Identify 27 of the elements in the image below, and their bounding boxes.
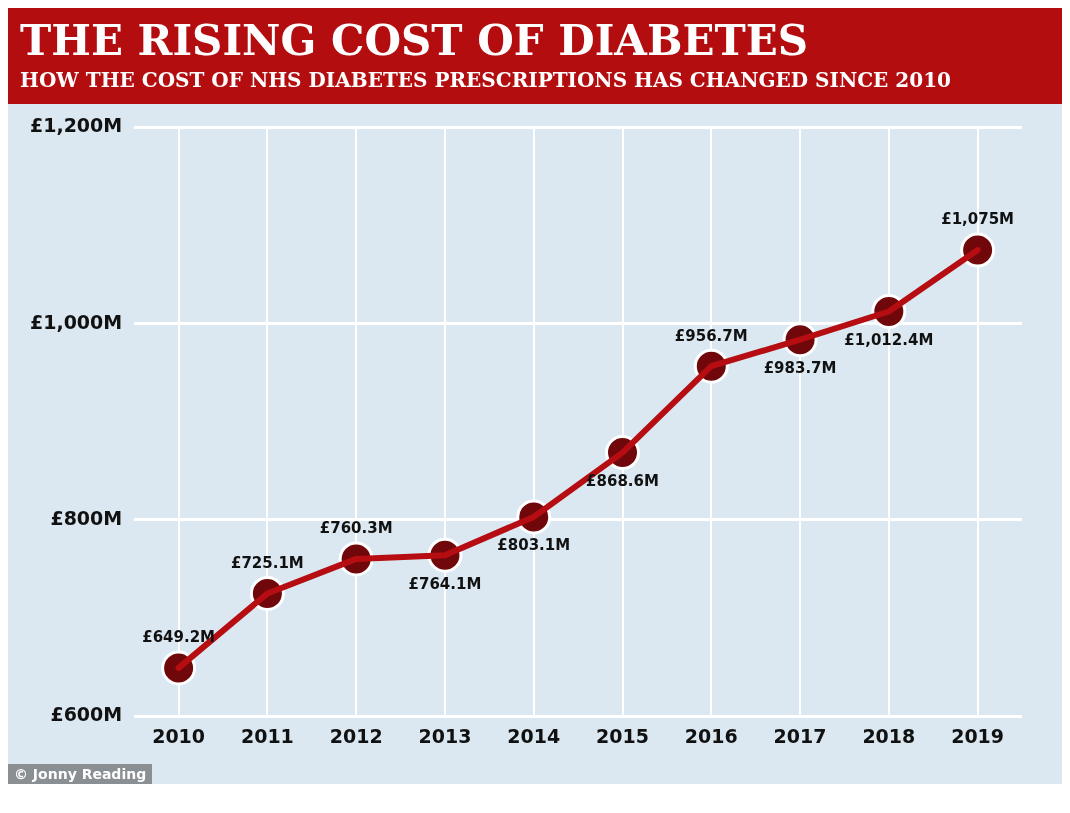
data-label: £803.1M <box>497 536 571 555</box>
data-label: £760.3M <box>319 519 393 538</box>
data-label: £1,012.4M <box>844 330 934 349</box>
text: © Jonny Reading <box>8 764 153 784</box>
x-tick-label: 2014 <box>507 724 561 747</box>
x-tick-label: 2015 <box>596 724 649 747</box>
data-label: £1,075M <box>941 210 1015 229</box>
chart-title: THE RISING COST OF DIABETES <box>20 16 809 66</box>
x-tick-label: 2018 <box>862 724 916 747</box>
data-label: £649.2M <box>142 628 216 647</box>
data-label: £725.1M <box>230 553 304 572</box>
x-tick-label: 2019 <box>951 724 1005 747</box>
data-label: £764.1M <box>408 574 482 593</box>
data-label: £868.6M <box>586 472 659 490</box>
y-tick-label: £1,200M <box>29 114 123 137</box>
chart-subtitle: HOW THE COST OF NHS DIABETES PRESCRIPTIONS HAS CHANGED SINCE 2010 <box>20 67 952 94</box>
x-tick-label: 2013 <box>418 724 472 747</box>
x-tick-label: 2010 <box>152 724 206 747</box>
x-tick-label: 2016 <box>684 724 738 747</box>
data-label: £983.7M <box>763 359 837 378</box>
y-tick-label: £1,000M <box>29 310 123 333</box>
x-tick-label: 2017 <box>773 724 827 747</box>
x-tick-label: 2012 <box>329 724 383 747</box>
y-tick-label: £800M <box>50 506 123 529</box>
y-tick-label: £600M <box>50 703 123 726</box>
x-tick-label: 2011 <box>240 724 294 747</box>
data-label: £956.7M <box>674 326 748 345</box>
